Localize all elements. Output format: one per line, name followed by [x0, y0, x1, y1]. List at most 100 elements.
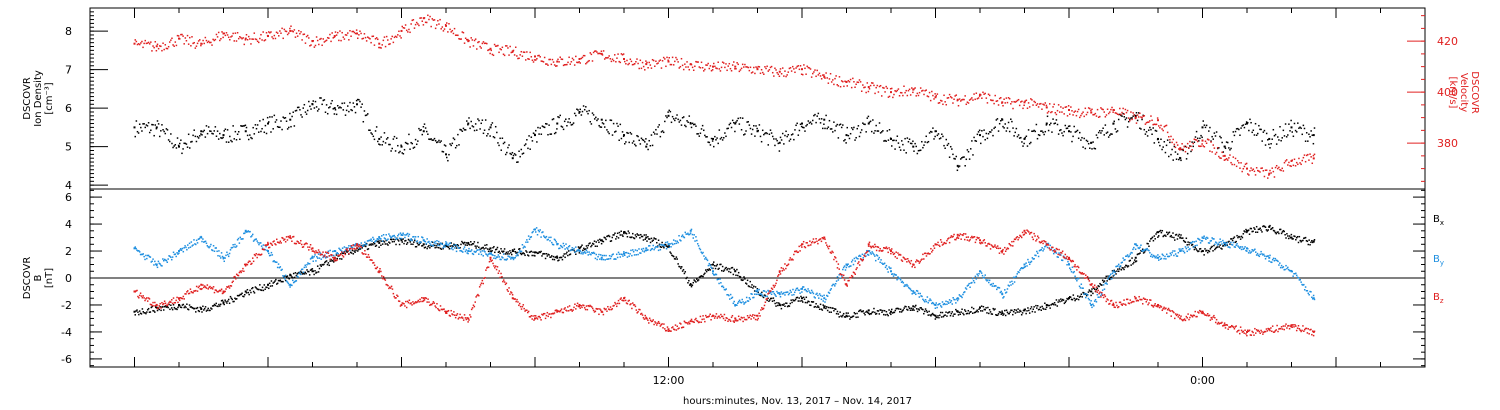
b-sample-bx	[1117, 270, 1120, 273]
b-sample-by	[1092, 303, 1094, 306]
density-sample	[477, 118, 479, 120]
density-sample	[346, 105, 349, 107]
b-sample-bx	[201, 311, 203, 313]
b-sample-bx	[528, 251, 531, 254]
b-sample-bx	[1047, 304, 1050, 307]
velocity-sample	[632, 63, 635, 66]
b-sample-bx	[1294, 235, 1296, 238]
density-sample	[501, 137, 504, 140]
b-point-by	[467, 250, 470, 253]
density-sample	[527, 147, 529, 150]
b-sample-bx	[747, 285, 750, 287]
velocity-sample	[1097, 116, 1100, 119]
b-sample-by	[443, 244, 445, 247]
density-sample	[635, 145, 637, 147]
b-sample-by	[652, 244, 654, 247]
b-sample-by	[178, 252, 180, 254]
b-sample-by	[904, 284, 906, 286]
density-sample	[990, 131, 992, 133]
velocity-sample	[232, 32, 234, 35]
b-sample-bx	[1044, 308, 1047, 311]
velocity-sample	[889, 87, 892, 90]
b-sample-bx	[375, 244, 378, 247]
density-sample	[705, 136, 707, 138]
b-sample-bx	[1297, 241, 1300, 244]
b-sample-bx	[900, 311, 903, 313]
b-sample-bx	[803, 298, 806, 300]
density-sample	[803, 126, 805, 129]
density-sample	[312, 100, 314, 102]
velocity-sample	[993, 102, 995, 105]
b-sample-bx	[949, 314, 952, 317]
velocity-sample	[688, 68, 691, 71]
b-sample-bx	[295, 274, 298, 277]
density-sample	[932, 127, 934, 129]
b-sample-by	[1013, 281, 1016, 283]
b-sample-by	[794, 289, 797, 291]
density-sample	[847, 134, 850, 137]
velocity-sample	[1188, 147, 1190, 149]
b-sample-by	[526, 239, 528, 241]
b-sample-bx	[1056, 305, 1059, 307]
density-sample	[1144, 133, 1147, 135]
b-sample-bx	[780, 307, 783, 310]
density-sample	[1251, 131, 1253, 134]
b-sample-bx	[670, 252, 672, 255]
b-sample-by	[218, 250, 220, 252]
density-sample	[1107, 136, 1110, 138]
velocity-sample	[316, 39, 319, 42]
b-sample-bx	[545, 252, 548, 255]
density-sample	[943, 144, 945, 147]
b-sample-by	[200, 235, 202, 238]
b-sample-by	[1086, 294, 1089, 296]
velocity-sample	[135, 40, 138, 43]
b-sample-bx	[144, 312, 146, 314]
density-sample	[282, 116, 284, 118]
b-sample-bx	[170, 307, 173, 309]
velocity-sample	[575, 55, 577, 58]
velocity-sample	[529, 51, 531, 54]
b-sample-bx	[1213, 244, 1215, 247]
b-sample-bx	[989, 311, 992, 313]
density-sample	[494, 125, 497, 128]
density-sample	[780, 139, 783, 141]
b-sample-bx	[664, 244, 667, 246]
b-sample-bx	[148, 311, 151, 313]
b-sample-bx	[530, 250, 533, 253]
density-sample	[1030, 141, 1032, 144]
b-sample-by	[156, 266, 159, 269]
b-sample-by	[591, 252, 593, 254]
velocity-sample	[1245, 162, 1248, 165]
density-sample	[459, 128, 461, 131]
b-sample-by	[351, 246, 354, 249]
velocity-sample	[1185, 146, 1188, 149]
velocity-sample	[207, 40, 210, 43]
b-sample-by	[1038, 249, 1041, 252]
b-sample-by	[375, 239, 378, 242]
b-sample-by	[626, 256, 629, 258]
b-sample-by	[521, 244, 524, 246]
density-sample	[164, 132, 167, 135]
b-sample-bx	[1258, 228, 1261, 230]
b-sample-bx	[561, 258, 564, 261]
b-sample-bx	[550, 256, 552, 258]
density-point	[445, 153, 447, 156]
velocity-sample	[319, 38, 321, 41]
b-tick-label: 4	[65, 218, 72, 231]
density-sample	[1076, 129, 1079, 132]
density-sample	[1277, 136, 1279, 138]
b-sample-bx	[142, 311, 145, 313]
b-sample-by	[871, 251, 873, 253]
velocity-sample	[611, 58, 614, 61]
b-sample-bx	[1293, 235, 1295, 237]
b-sample-by	[299, 271, 301, 273]
density-sample	[870, 130, 873, 133]
velocity-sample	[140, 42, 142, 44]
density-sample	[1136, 119, 1139, 122]
velocity-sample	[1162, 129, 1164, 132]
b-sample-by	[519, 250, 522, 253]
b-sample-bx	[640, 235, 643, 238]
density-sample	[1297, 122, 1299, 124]
density-sample	[1033, 129, 1035, 132]
b-sample-bx	[610, 240, 613, 242]
